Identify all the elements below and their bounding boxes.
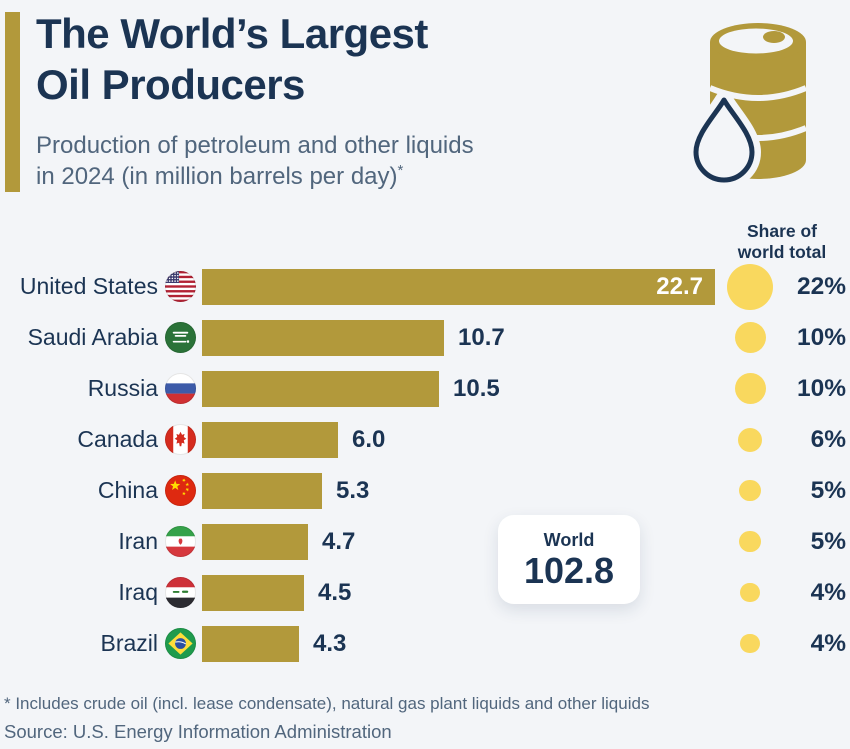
country-label: Brazil [100,630,158,656]
share-circle [738,427,762,452]
bar-value: 4.3 [313,629,347,657]
table-row: United States 22.7 22% [0,261,850,312]
bar-canada [202,421,338,458]
bar-china [202,472,322,509]
country-label: United States [19,273,158,299]
share-percent: 6% [810,425,846,453]
share-circle [734,373,766,404]
us-flag-icon [165,271,196,302]
world-total-card: World 102.8 [498,515,640,604]
title-line-2: Oil Producers [36,61,305,108]
page-subtitle: Production of petroleum and other liquid… [36,130,474,192]
ir-flag-icon [165,526,196,557]
table-row: China 5.3 5% [0,465,850,516]
share-header-line-1: Share of [746,221,818,241]
iq-flag-icon [165,577,196,608]
share-percent: 4% [810,578,846,606]
subtitle-line-2: in 2024 (in million barrels per day) [36,163,398,190]
share-circle [734,322,766,353]
subtitle-line-1: Production of petroleum and other liquid… [36,132,474,159]
source-line: Source: U.S. Energy Information Administ… [4,721,392,742]
bar-iran [202,523,308,560]
bar-value: 22.7 [656,272,703,300]
cn-flag-icon [165,475,196,506]
bar-brazil [202,625,299,662]
table-row: Russia 10.5 10% [0,363,850,414]
share-column-header: Share of world total [702,221,850,263]
oil-barrel-with-drop-icon [678,12,834,189]
world-label: World [543,529,595,550]
bar-value: 10.7 [458,323,505,351]
share-circle [739,479,761,502]
bar-russia [202,370,439,407]
sa-flag-icon [165,322,196,353]
share-circle [739,530,761,553]
share-percent: 10% [796,374,846,402]
country-label: Saudi Arabia [27,324,158,350]
country-label: Canada [77,426,158,452]
share-percent: 10% [796,323,846,351]
table-row: Saudi Arabia 10.7 10% [0,312,850,363]
title-accent-bar [5,12,20,192]
page-title: The World’s Largest Oil Producers [36,8,428,110]
share-percent: 5% [810,476,846,504]
table-row: Iran 4.7 5% [0,516,850,567]
ca-flag-icon [165,424,196,455]
share-percent: 4% [810,629,846,657]
bar-value: 6.0 [352,425,386,453]
share-percent: 5% [810,527,846,555]
share-circle [740,633,760,654]
bar-chart: United States 22.7 22% Saudi Arabia 10.7… [0,261,850,669]
footnote-marker: * [397,162,404,179]
share-percent: 22% [796,272,846,300]
bar-saudi-arabia [202,319,444,356]
country-label: China [97,477,158,503]
country-label: Iraq [118,579,158,605]
bar-united-states: 22.7 [202,268,715,305]
world-total-value: 102.8 [523,549,615,591]
bar-value: 5.3 [336,476,370,504]
br-flag-icon [165,628,196,659]
table-row: Brazil 4.3 4% [0,618,850,669]
country-label: Iran [118,528,158,554]
bar-iraq [202,574,304,611]
table-row: Canada 6.0 6% [0,414,850,465]
bar-value: 4.5 [318,578,352,606]
share-circle [740,582,760,603]
title-line-1: The World’s Largest [36,10,428,57]
share-header-line-2: world total [737,242,827,262]
table-row: Iraq 4.5 4% [0,567,850,618]
share-circle [727,263,773,310]
ru-flag-icon [165,373,196,404]
bar-value: 10.5 [453,374,500,402]
country-label: Russia [87,375,158,401]
footnote: * Includes crude oil (incl. lease conden… [4,694,650,713]
bar-value: 4.7 [322,527,356,555]
